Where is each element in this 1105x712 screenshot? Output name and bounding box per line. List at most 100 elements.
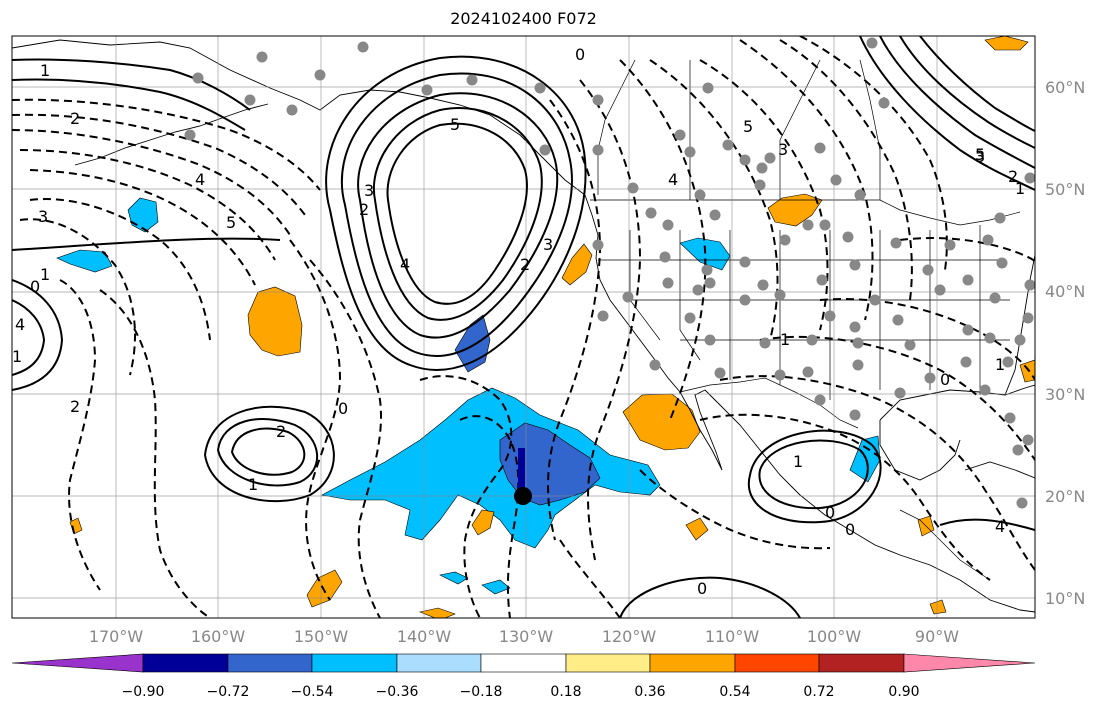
pos-field-small-1: [685, 517, 709, 541]
lon-label: 140°W: [397, 627, 452, 646]
colorbar-extend-low: [11, 653, 144, 673]
lon-label: 120°W: [602, 627, 657, 646]
lat-label: 50°N: [1045, 180, 1085, 199]
pos-field-small-3: [418, 607, 456, 618]
lat-label: 60°N: [1045, 78, 1085, 97]
solid-contours: [12, 36, 1035, 618]
neg-field-central: [321, 387, 661, 549]
contour-dash-trough-3: [619, 59, 707, 421]
contour-low-ring-1: [357, 92, 559, 339]
contour-label: 1: [780, 330, 790, 349]
contour-label: 1: [1015, 179, 1025, 198]
contour-label: 0: [940, 370, 950, 389]
contour-label: 5: [226, 213, 236, 232]
lon-label: 150°W: [294, 627, 349, 646]
colorbar-segment: [818, 653, 905, 673]
contour-dash-nw-3: [12, 129, 291, 236]
contour-label: 2: [70, 109, 80, 128]
contour-label: 1: [12, 347, 22, 366]
east-coast: [1004, 254, 1035, 396]
pos-field-baja-west: [622, 393, 701, 451]
contour-label: 1: [40, 61, 50, 80]
contour-dash-us-4: [779, 39, 913, 301]
contour-dash-nw-2: [12, 113, 306, 216]
contour-label: 4: [668, 170, 678, 189]
contour-dash-west-4: [99, 289, 211, 618]
contour-ne-2: [879, 36, 1035, 169]
contour-label: 3: [38, 207, 48, 226]
longitude-labels: 170°W 160°W 150°W 140°W 130°W 120°W 110°…: [89, 627, 959, 646]
pos-field-northeast: [984, 36, 1029, 51]
lat-label: 20°N: [1045, 487, 1085, 506]
colorbar-segment: [142, 653, 229, 673]
pos-field-mid: [471, 509, 495, 536]
contour-label: 0: [338, 399, 348, 418]
lon-label: 90°W: [915, 627, 959, 646]
contour-dash-us-3: [739, 39, 874, 321]
contour-nw-2: [12, 78, 246, 131]
storm-center-dot: [514, 487, 532, 505]
map-title: 2024102400 F072: [450, 9, 597, 28]
contour-dash-trough-1: [547, 99, 602, 541]
contour-low-ring-5: [325, 55, 587, 371]
colorbar-segment: [227, 653, 313, 673]
lon-label: 130°W: [499, 627, 554, 646]
contour-dash-nw-4: [19, 149, 276, 261]
contour-label: 2: [520, 255, 530, 274]
colorbar: [11, 653, 1036, 673]
pos-field-east: [1019, 359, 1035, 383]
contour-mexico-high: [758, 439, 869, 510]
contour-label: 0: [575, 45, 585, 64]
contour-label: 2: [70, 397, 80, 416]
lon-label: 170°W: [89, 627, 144, 646]
lon-label: 160°W: [191, 627, 246, 646]
colorbar-tick-label: −0.72: [207, 684, 250, 700]
contour-dash-us-5: [799, 36, 948, 271]
contour-label: 0: [825, 503, 835, 522]
lat-label: 30°N: [1045, 385, 1085, 404]
latitude-labels: 60°N 50°N 40°N 30°N 20°N 10°N: [1045, 78, 1085, 608]
neg-field-small-2: [481, 579, 511, 595]
aleutian-chain: [74, 103, 269, 166]
contour-dash-mid-1: [289, 239, 342, 601]
central-america-border: [899, 509, 991, 581]
contour-dash-nw-5: [29, 169, 256, 286]
colorbar-tick-label: 0.72: [803, 684, 834, 700]
contour-high-ring-1: [216, 418, 318, 487]
colorbar-ticks: −0.90 −0.72 −0.54 −0.36 −0.18 0.18 0.36 …: [122, 684, 920, 700]
colorbar-tick-label: −0.36: [376, 684, 419, 700]
colorbar-tick-label: 0.54: [719, 684, 750, 700]
contour-label: 1: [248, 475, 258, 494]
colorbar-tick-label: −0.54: [291, 684, 334, 700]
colorbar-segment: [734, 653, 820, 673]
colorbar-segment: [480, 653, 567, 673]
station-markers: [184, 37, 1035, 509]
colorbar-segment: [565, 653, 651, 673]
canada-province-1: [597, 59, 636, 195]
colorbar-tick-label: 0.90: [888, 684, 919, 700]
contour-label: 2: [276, 422, 286, 441]
contour-low-ring-4: [340, 72, 573, 357]
contour-dash-center-1: [419, 375, 513, 618]
colorbar-segment: [396, 653, 482, 673]
colorbar-tick-label: 0.36: [634, 684, 665, 700]
lat-label: 10°N: [1045, 589, 1085, 608]
contour-label: 4: [995, 517, 1005, 536]
colorbar-tick-label: −0.90: [122, 684, 165, 700]
contour-low-ring-3: [386, 122, 528, 305]
colorbar-tick-label: −0.18: [460, 684, 503, 700]
contour-dash-east-1: [899, 237, 1035, 263]
pos-field-hawaii-north: [247, 286, 303, 357]
contour-ne-1: [859, 36, 1035, 191]
contour-label: 4: [195, 170, 205, 189]
contour-central-am: [939, 518, 1035, 531]
mexico-west-coast: [704, 389, 1035, 613]
contour-dash-se-2: [719, 375, 1035, 571]
lon-label: 100°W: [807, 627, 862, 646]
contour-nw-1: [12, 58, 251, 111]
contour-high-ring-2: [230, 427, 306, 476]
contour-label: 2: [359, 200, 369, 219]
contour-label-group: 1 2 3 4 5 1 2 3 4 5 0 1 2 0 1 2 3 4 5 0 …: [12, 45, 1025, 598]
contour-label: 1: [793, 452, 803, 471]
